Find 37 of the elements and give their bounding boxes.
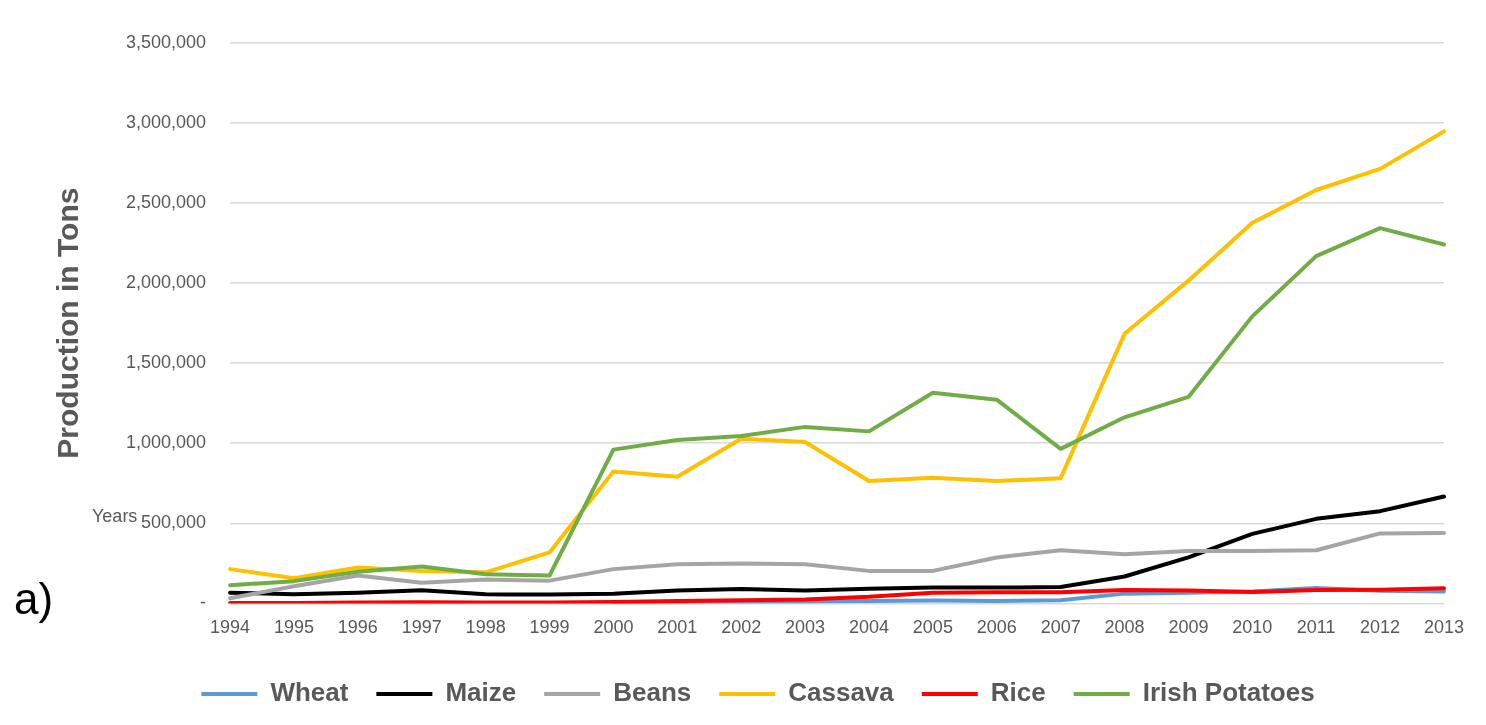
x-tick-label: 2005 xyxy=(912,617,953,638)
y-tick-label: 500,000 xyxy=(141,512,207,533)
x-tick-label: 2009 xyxy=(1168,617,1209,638)
y-tick-label: 1,000,000 xyxy=(126,432,207,453)
x-tick-label: 2008 xyxy=(1104,617,1145,638)
x-tick-label: 2011 xyxy=(1296,617,1336,638)
legend-label: Rice xyxy=(990,677,1046,708)
y-tick-label: 3,500,000 xyxy=(126,31,207,52)
y-tick-label: 2,000,000 xyxy=(126,272,207,293)
text: a) xyxy=(14,574,54,624)
x-tick-label: 1994 xyxy=(210,617,251,638)
x-tick-label: 2001 xyxy=(657,617,698,638)
x-tick-label: 2002 xyxy=(721,617,762,638)
x-tick-label: 2000 xyxy=(593,617,634,638)
x-tick-label: 1998 xyxy=(465,617,506,638)
legend-label: Cassava xyxy=(788,677,895,708)
x-tick-label: 1995 xyxy=(273,617,314,638)
x-tick-label: 2003 xyxy=(785,617,826,638)
y-tick-label: 3,000,000 xyxy=(126,111,207,132)
x-tick-label: 2012 xyxy=(1360,617,1401,638)
y-tick-label: 1,500,000 xyxy=(126,352,207,373)
x-tick-label: 2013 xyxy=(1423,617,1464,638)
x-tick-label: 2010 xyxy=(1232,617,1273,638)
x-tick-label: 1997 xyxy=(401,617,442,638)
legend-label: Wheat xyxy=(270,677,349,708)
x-tick-label: 1996 xyxy=(337,617,378,638)
x-tick-label: 2004 xyxy=(848,617,889,638)
legend-label: Beans xyxy=(613,677,692,708)
x-axis-title: Years xyxy=(92,506,138,527)
x-tick-label: 2007 xyxy=(1040,617,1081,638)
y-tick-label: 2,500,000 xyxy=(126,191,207,212)
y-axis-title: Production in Tons xyxy=(51,187,85,459)
legend-label: Maize xyxy=(445,677,517,708)
x-tick-label: 2006 xyxy=(976,617,1017,638)
x-tick-label: 1999 xyxy=(529,617,570,638)
legend-label: Irish Potatoes xyxy=(1142,677,1315,708)
y-tick-label: - xyxy=(200,592,207,613)
